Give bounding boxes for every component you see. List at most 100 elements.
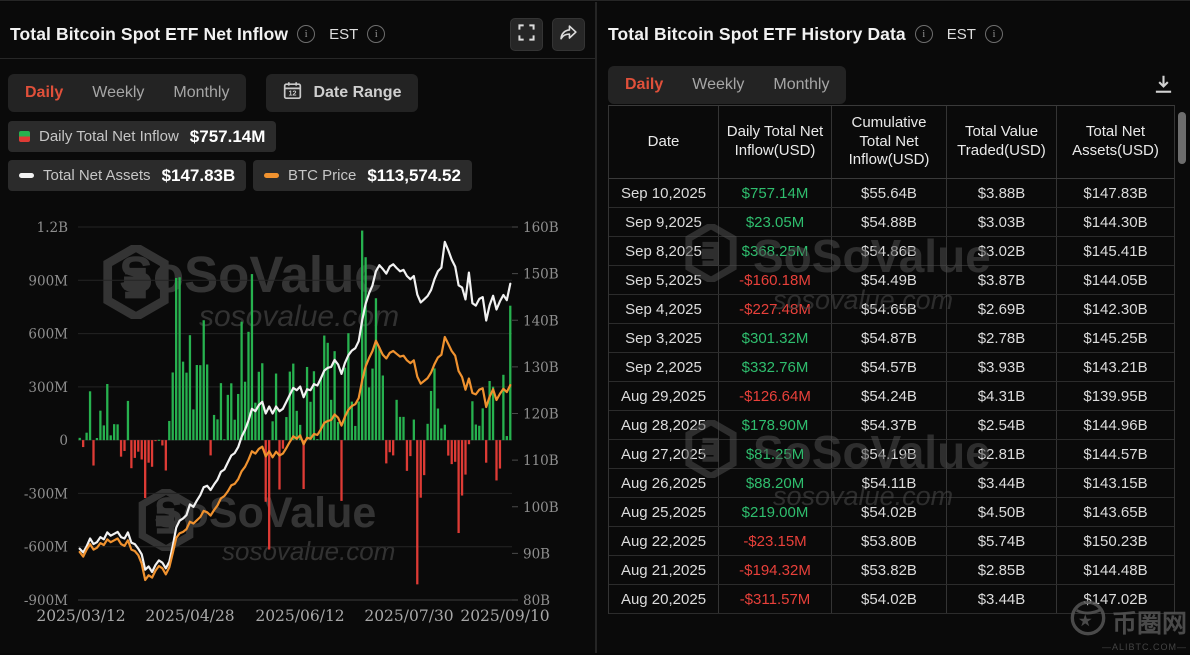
cell-daily-inflow: -$194.32M [719, 556, 832, 584]
cell-daily-inflow: $178.90M [719, 411, 832, 439]
calendar-icon: 12 [283, 81, 302, 105]
table-row: Sep 5,2025-$160.18M$54.49B$3.87B$144.05B [609, 266, 1174, 295]
svg-text:150B: 150B [523, 267, 559, 283]
cell-cumulative-inflow: $54.37B [832, 411, 947, 439]
cell-daily-inflow: -$160.18M [719, 266, 832, 294]
table-row: Aug 20,2025-$311.57M$54.02B$3.44B$147.02… [609, 585, 1174, 614]
svg-text:-300M: -300M [24, 486, 68, 502]
cell-value-traded: $3.87B [947, 266, 1057, 294]
cell-daily-inflow: -$311.57M [719, 585, 832, 613]
cell-daily-inflow: $301.32M [719, 324, 832, 352]
cell-date: Sep 2,2025 [609, 353, 719, 381]
btc-legend-icon [264, 173, 279, 178]
cell-net-assets: $144.48B [1057, 556, 1174, 584]
cell-net-assets: $143.21B [1057, 353, 1174, 381]
info-icon[interactable]: i [915, 25, 933, 43]
cell-daily-inflow: $757.14M [719, 179, 832, 207]
table-row: Aug 27,2025$81.25M$54.19B$2.81B$144.57B [609, 440, 1174, 469]
page-title: Total Bitcoin Spot ETF Net Inflow [10, 24, 288, 45]
svg-text:2025/09/10: 2025/09/10 [460, 607, 549, 625]
svg-text:900M: 900M [28, 273, 68, 289]
cell-value-traded: $4.50B [947, 498, 1057, 526]
svg-text:2025/04/28: 2025/04/28 [145, 607, 234, 625]
table-row: Sep 8,2025$368.25M$54.86B$3.02B$145.41B [609, 237, 1174, 266]
table-row: Aug 29,2025-$126.64M$54.24B$4.31B$139.95… [609, 382, 1174, 411]
timezone-label: EST [947, 26, 976, 43]
svg-text:0: 0 [59, 433, 68, 449]
legend-btc-price[interactable]: BTC Price $113,574.52 [253, 160, 472, 191]
inflow-chart-canvas[interactable]: 160B150B140B130B120B110B100B90B80B1.2B90… [0, 207, 595, 655]
svg-text:120B: 120B [523, 407, 559, 423]
history-header: Total Bitcoin Spot ETF History Data i ES… [608, 15, 1180, 53]
column-header-3: Total Value Traded(USD) [947, 106, 1057, 178]
cell-value-traded: $3.02B [947, 237, 1057, 265]
svg-text:2025/06/12: 2025/06/12 [255, 607, 344, 625]
cell-date: Aug 21,2025 [609, 556, 719, 584]
cell-value-traded: $5.74B [947, 527, 1057, 555]
cell-value-traded: $2.78B [947, 324, 1057, 352]
btc-legend-label: BTC Price [288, 167, 356, 184]
cell-value-traded: $2.81B [947, 440, 1057, 468]
cell-cumulative-inflow: $54.02B [832, 498, 947, 526]
table-row: Aug 21,2025-$194.32M$53.82B$2.85B$144.48… [609, 556, 1174, 585]
chart-actions [510, 18, 585, 51]
cell-net-assets: $139.95B [1057, 382, 1174, 410]
tab-daily[interactable]: Daily [25, 84, 63, 102]
cell-value-traded: $2.54B [947, 411, 1057, 439]
cell-cumulative-inflow: $54.88B [832, 208, 947, 236]
cell-cumulative-inflow: $54.11B [832, 469, 947, 497]
inflow-legend-label: Daily Total Net Inflow [39, 128, 179, 145]
table-row: Aug 25,2025$219.00M$54.02B$4.50B$143.65B [609, 498, 1174, 527]
svg-text:130B: 130B [523, 360, 559, 376]
cell-value-traded: $3.44B [947, 585, 1057, 613]
cell-net-assets: $144.96B [1057, 411, 1174, 439]
cell-date: Aug 28,2025 [609, 411, 719, 439]
column-header-1: Daily Total Net Inflow(USD) [719, 106, 832, 178]
cell-date: Sep 3,2025 [609, 324, 719, 352]
cell-date: Aug 22,2025 [609, 527, 719, 555]
cell-date: Sep 10,2025 [609, 179, 719, 207]
cell-cumulative-inflow: $54.49B [832, 266, 947, 294]
assets-legend-icon [19, 173, 34, 178]
column-header-2: Cumulative Total Net Inflow(USD) [832, 106, 947, 178]
table-row: Aug 22,2025-$23.15M$53.80B$5.74B$150.23B [609, 527, 1174, 556]
cell-date: Sep 4,2025 [609, 295, 719, 323]
svg-text:110B: 110B [523, 453, 559, 469]
legend-daily-inflow[interactable]: Daily Total Net Inflow $757.14M [8, 121, 276, 152]
info-icon[interactable]: i [297, 25, 315, 43]
table-scrollbar[interactable] [1178, 112, 1186, 164]
cell-value-traded: $3.03B [947, 208, 1057, 236]
inflow-legend-value: $757.14M [190, 127, 266, 147]
tab-weekly[interactable]: Weekly [692, 76, 744, 94]
tab-monthly[interactable]: Monthly [173, 84, 229, 102]
cell-date: Aug 27,2025 [609, 440, 719, 468]
tab-daily[interactable]: Daily [625, 76, 663, 94]
cell-daily-inflow: $219.00M [719, 498, 832, 526]
date-range-button[interactable]: 12 Date Range [266, 74, 418, 112]
net-inflow-panel: Total Bitcoin Spot ETF Net Inflow i EST … [0, 2, 597, 653]
tab-monthly[interactable]: Monthly [773, 76, 829, 94]
column-header-4: Total Net Assets(USD) [1057, 106, 1174, 178]
fullscreen-button[interactable] [510, 18, 543, 51]
cell-daily-inflow: $81.25M [719, 440, 832, 468]
share-button[interactable] [552, 18, 585, 51]
download-button[interactable] [1149, 66, 1178, 104]
history-title: Total Bitcoin Spot ETF History Data [608, 24, 906, 45]
cell-cumulative-inflow: $53.82B [832, 556, 947, 584]
btc-legend-value: $113,574.52 [367, 166, 461, 186]
cell-cumulative-inflow: $54.57B [832, 353, 947, 381]
legend-total-net-assets[interactable]: Total Net Assets $147.83B [8, 160, 246, 191]
cell-net-assets: $147.02B [1057, 585, 1174, 613]
table-row: Sep 9,2025$23.05M$54.88B$3.03B$144.30B [609, 208, 1174, 237]
share-icon [559, 24, 578, 44]
cell-net-assets: $145.25B [1057, 324, 1174, 352]
timezone-info-icon[interactable]: i [985, 25, 1003, 43]
tab-weekly[interactable]: Weekly [92, 84, 144, 102]
chart-area: SoSoValue sosovalue.com SoSoValue sosova… [0, 207, 595, 655]
period-tabs: Daily Weekly Monthly [608, 66, 846, 104]
timezone-info-icon[interactable]: i [367, 25, 385, 43]
table-controls: Daily Weekly Monthly [608, 66, 1178, 104]
cell-cumulative-inflow: $54.86B [832, 237, 947, 265]
